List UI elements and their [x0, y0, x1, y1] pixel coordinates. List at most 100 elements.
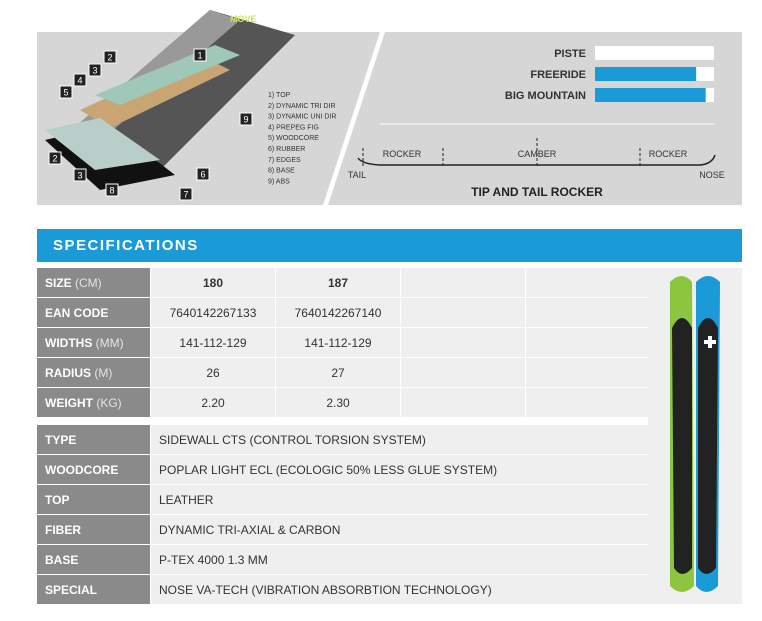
label-text: WEIGHT — [45, 395, 93, 410]
row-label: SIZE (CM) — [36, 267, 151, 298]
badge-number: 2 — [107, 53, 112, 63]
spec-value: 180 — [150, 267, 276, 298]
row-label: EAN CODE — [36, 297, 151, 328]
badge — [48, 151, 62, 165]
label-text: FIBER — [45, 522, 81, 537]
empty-cell — [400, 267, 526, 298]
rating-label: BIG MOUNTAIN — [505, 90, 586, 102]
feature-value: DYNAMIC TRI-AXIAL & CARBON — [150, 514, 650, 545]
spec-value: 26 — [150, 357, 276, 388]
empty-cell — [525, 297, 651, 328]
label-text: WOODCORE — [45, 462, 119, 477]
spec-value: 141-112-129 — [150, 327, 276, 358]
badge — [105, 183, 119, 197]
badge-number: 9 — [243, 115, 248, 125]
label-text: WIDTHS — [45, 335, 93, 350]
empty-cell — [400, 327, 526, 358]
feature-row: TYPE SIDEWALL CTS (CONTROL TORSION SYSTEM… — [36, 424, 650, 455]
layer-label: 5) WOODCORE — [268, 135, 319, 142]
ski-layers-illustration: MOVE — [45, 10, 295, 190]
spec-value: 2.30 — [275, 387, 401, 418]
row-label: WOODCORE — [36, 454, 151, 485]
spec-row: WIDTHS (MM) 141-112-129 141-112-129 — [36, 327, 651, 358]
empty-cell — [525, 357, 651, 388]
badge — [196, 167, 210, 181]
badge-number: 8 — [109, 186, 114, 196]
feature-value: NOSE VA-TECH (VIBRATION ABSORBTION TECHN… — [150, 574, 650, 605]
row-label: FIBER — [36, 514, 151, 545]
layer-label: 4) PREPEG FIG — [268, 124, 319, 131]
feature-value: POPLAR LIGHT ECL (ECOLOGIC 50% LESS GLUE… — [150, 454, 650, 485]
badge-number: 1 — [197, 51, 202, 61]
layer-label: 6) RUBBER — [268, 146, 305, 153]
spec-row: EAN CODE 7640142267133 7640142267140 — [36, 297, 651, 328]
rating-label: PISTE — [554, 48, 586, 60]
feature-row: SPECIAL NOSE VA-TECH (VIBRATION ABSORBTIO… — [36, 574, 650, 605]
label-unit: (CM) — [75, 275, 102, 290]
row-label: TOP — [36, 484, 151, 515]
label-unit: (M) — [94, 365, 113, 380]
rating-track — [595, 46, 714, 60]
badge-number: 2 — [52, 154, 57, 164]
ski-profile — [357, 154, 716, 166]
badge — [179, 187, 193, 201]
row-label: SPECIAL — [36, 574, 151, 605]
spec-value: 187 — [275, 267, 401, 298]
zone-label: CAMBER — [518, 149, 557, 159]
layer-label: 8) BASE — [268, 168, 295, 175]
badge-number: 3 — [77, 171, 82, 181]
row-label: RADIUS (M) — [36, 357, 151, 388]
badge — [193, 48, 207, 62]
spec-value: 2.20 — [150, 387, 276, 418]
feature-row: FIBER DYNAMIC TRI-AXIAL & CARBON — [36, 514, 650, 545]
sizes-table: SIZE (CM) 180 187 EAN CODE 7640142267133 7640… — [36, 267, 651, 418]
svg-text:MOVE: MOVE — [230, 14, 257, 24]
badge — [59, 85, 73, 99]
tail-label: TAIL — [348, 170, 366, 180]
features-table: TYPE SIDEWALL CTS (CONTROL TORSION SYSTEM… — [36, 424, 650, 605]
badge-number: 6 — [200, 170, 205, 180]
row-label: WEIGHT (KG) — [36, 387, 151, 418]
layer-label: 2) DYNAMIC TRI DIR — [268, 103, 336, 110]
spec-value: 27 — [275, 357, 401, 388]
label-text: TOP — [45, 492, 70, 507]
badge — [239, 112, 253, 126]
empty-cell — [400, 297, 526, 328]
badge-number: 4 — [77, 76, 82, 86]
label-unit: (KG) — [96, 395, 122, 410]
feature-value: SIDEWALL CTS (CONTROL TORSION SYSTEM) — [150, 424, 650, 455]
layer-label: 1) TOP — [268, 92, 291, 99]
label-text: SIZE — [45, 275, 72, 290]
layer-label: 7) EDGES — [268, 157, 301, 164]
badge-number: 5 — [63, 88, 68, 98]
badge — [73, 168, 87, 182]
rating-label: FREERIDE — [530, 69, 586, 81]
badge — [88, 63, 102, 77]
badge — [103, 50, 117, 64]
empty-cell — [525, 267, 651, 298]
label-text: SPECIAL — [45, 582, 98, 597]
badge-number: 7 — [183, 190, 188, 200]
feature-row: WOODCORE POPLAR LIGHT ECL (ECOLOGIC 50% L… — [36, 454, 650, 485]
spec-value: 7640142267133 — [150, 297, 276, 328]
badge — [73, 73, 87, 87]
feature-value: P-TEX 4000 1.3 MM — [150, 544, 650, 575]
row-label: TYPE — [36, 424, 151, 455]
row-label: BASE — [36, 544, 151, 575]
spec-value: 7640142267140 — [275, 297, 401, 328]
empty-cell — [400, 387, 526, 418]
spec-row: RADIUS (M) 26 27 — [36, 357, 651, 388]
zone-label: ROCKER — [649, 149, 688, 159]
badge-number: 3 — [92, 66, 97, 76]
zone-label: ROCKER — [383, 149, 422, 159]
rating-bar — [595, 67, 697, 81]
label-text: EAN CODE — [45, 305, 109, 320]
spec-value: 141-112-129 — [275, 327, 401, 358]
empty-cell — [525, 327, 651, 358]
profile-title: TIP AND TAIL ROCKER — [471, 185, 603, 199]
feature-row: BASE P-TEX 4000 1.3 MM — [36, 544, 650, 575]
specs-header: SPECIFICATIONS — [37, 229, 742, 262]
rating-bar — [595, 88, 706, 102]
